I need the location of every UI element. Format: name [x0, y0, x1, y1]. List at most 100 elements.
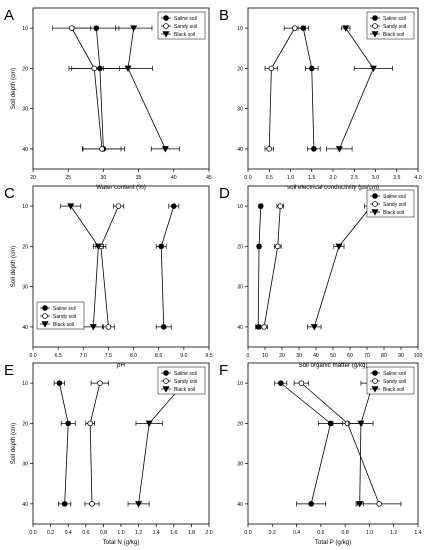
legend-marker	[41, 321, 49, 328]
series-black-soil	[307, 203, 379, 331]
data-point	[342, 25, 350, 32]
x-tick-label: 0.2	[47, 530, 54, 536]
x-tick-label: 1.0	[287, 175, 294, 181]
x-tick-label: 3.5	[393, 175, 400, 181]
y-axis-label: Soil depth (cm)	[10, 68, 17, 110]
series-black-soil	[326, 25, 393, 153]
y-tick-label: 40	[22, 325, 28, 331]
x-axis-label: Water content (%)	[96, 184, 146, 191]
legend-label: Sandy soil	[174, 24, 197, 30]
data-point	[161, 146, 169, 153]
x-tick-label: 1.2	[135, 530, 142, 536]
data-point	[68, 25, 75, 31]
x-tick-label: 8.0	[130, 353, 137, 359]
data-point	[274, 243, 281, 250]
series-line	[89, 383, 101, 504]
x-tick-label: 1.6	[170, 530, 177, 536]
legend: Saline soil Sandy soil Black soil	[157, 11, 206, 40]
data-point	[87, 420, 93, 427]
y-tick-label: 10	[237, 204, 243, 210]
legend-label: Saline soil	[383, 16, 406, 22]
legend: Saline soil Sandy soil Black soil	[366, 11, 415, 40]
x-tick-label: 70	[364, 353, 370, 359]
x-tick-label: 4.0	[414, 175, 421, 181]
legend-marker	[372, 370, 378, 376]
legend-marker	[163, 23, 169, 29]
x-tick-label: 0.8	[100, 530, 107, 536]
y-tick-label: 20	[237, 421, 243, 427]
data-point	[93, 25, 100, 31]
x-axis-label: Total P (g/kg)	[315, 539, 351, 546]
series-line	[257, 206, 262, 327]
x-tick-label: 0.0	[244, 175, 251, 181]
x-tick-label: 40	[313, 353, 319, 359]
data-point	[135, 501, 143, 508]
x-tick-label: 2.0	[205, 530, 212, 536]
x-tick-label: 60	[347, 353, 353, 359]
y-tick-label: 40	[22, 502, 28, 508]
chart-panel-e: E 0.0 0.2 0.4 0.6 0.8 1.0 1.2 1.4 1.6 1.8 2.0 10 20 30…	[4, 362, 213, 546]
series-saline-soil	[274, 380, 344, 507]
series-saline-soil	[297, 25, 321, 152]
y-tick-label: 40	[237, 325, 243, 331]
chart-panel-b: B 0.0 0.5 1.0 1.5 2.0 2.5 3.0 3.5 4.0 10 20 30 40 soil…	[219, 7, 422, 191]
y-tick-label: 40	[237, 147, 243, 153]
y-tick-label: 40	[22, 147, 28, 153]
series-sandy-soil	[293, 380, 402, 507]
x-tick-label: 50	[330, 353, 336, 359]
panel-letter: B	[219, 7, 229, 24]
legend-label: Sandy soil	[383, 202, 406, 208]
legend-marker	[372, 15, 378, 21]
data-point	[130, 25, 138, 32]
data-point	[261, 324, 267, 330]
series-saline-soil	[255, 203, 264, 330]
plot-frame	[32, 185, 210, 348]
y-tick-label: 10	[237, 26, 243, 32]
data-point	[356, 501, 364, 508]
legend: Saline soil Sandy soil Black soil	[157, 366, 206, 395]
legend-marker	[163, 370, 169, 376]
x-axis-label: soil electrical conductivity (µs/cm)	[287, 184, 379, 191]
legend-marker	[371, 209, 379, 216]
y-tick-label: 40	[237, 502, 243, 508]
panel-letter: D	[219, 185, 230, 202]
chart-panel-a: A 20 25 30 35 40 45 10 20 30 40 Water content (%) So…	[4, 7, 212, 191]
x-tick-label: 10	[262, 353, 268, 359]
x-tick-label: 9.0	[180, 353, 187, 359]
series-line	[100, 205, 119, 327]
data-point	[160, 324, 167, 330]
series-line	[339, 27, 374, 150]
x-axis-label: Total N (g/kg)	[103, 539, 140, 546]
x-tick-label: 80	[381, 353, 387, 359]
x-tick-label: 2.0	[329, 175, 336, 181]
y-axis-label: Soil depth (cm)	[10, 423, 17, 465]
y-tick-label: 30	[237, 107, 243, 113]
series-saline-soil	[71, 25, 129, 152]
legend-label: Sandy soil	[174, 379, 197, 385]
data-point	[89, 324, 97, 331]
y-axis-label: Soil depth (cm)	[10, 246, 17, 288]
x-tick-label: 8.5	[155, 353, 162, 359]
x-tick-label: 25	[65, 175, 71, 181]
y-tick-label: 30	[22, 107, 28, 113]
data-point	[67, 203, 75, 210]
series-sandy-soil	[260, 203, 285, 330]
x-tick-label: 1.8	[188, 530, 195, 536]
data-point	[124, 65, 132, 72]
data-point	[89, 501, 95, 507]
series-line	[160, 206, 175, 327]
x-tick-label: 0.4	[293, 530, 300, 536]
legend-marker	[371, 386, 379, 393]
x-tick-label: 0.8	[342, 530, 349, 536]
x-tick-label: 2.5	[351, 175, 358, 181]
series-line	[71, 27, 103, 149]
series-line	[313, 205, 372, 327]
y-tick-label: 30	[22, 285, 28, 291]
data-point	[91, 65, 98, 72]
legend-label: Black soil	[383, 387, 404, 393]
data-point	[256, 243, 262, 250]
legend: Saline soil Sandy soil Black soil	[36, 301, 85, 330]
series-line	[127, 28, 166, 150]
series-line	[280, 382, 332, 504]
legend: Saline soil Sandy soil Black soil	[366, 366, 415, 395]
